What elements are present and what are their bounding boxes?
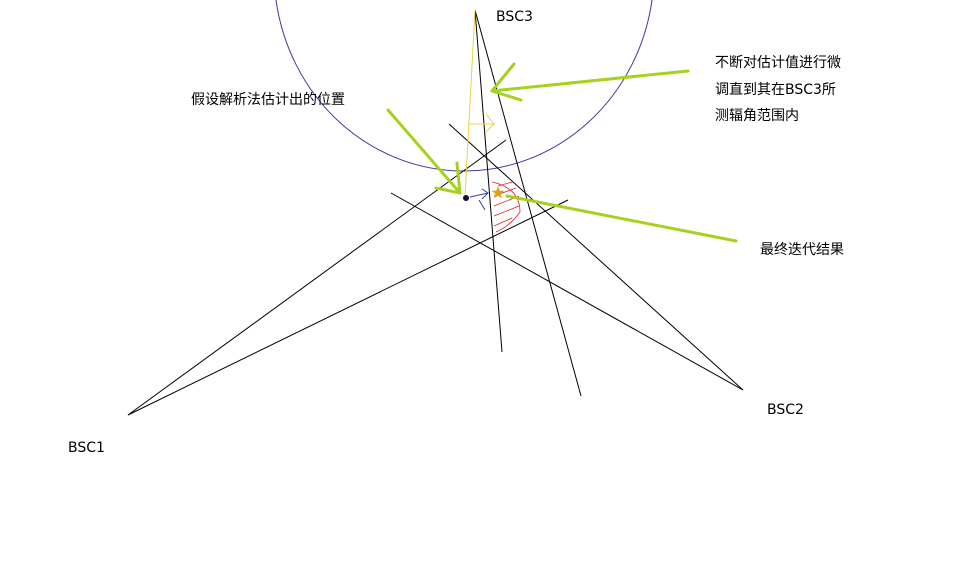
final-result-star bbox=[491, 186, 505, 199]
adjust-annotation-line1: 不断对估计值进行微 bbox=[715, 55, 841, 71]
adjust-annotation-line2: 调直到其在BSC3所 bbox=[715, 81, 836, 98]
bsc2-bearing-lines bbox=[390, 123, 744, 391]
bsc3-label: BSC3 bbox=[496, 9, 533, 25]
bsc2-bearing-line-lower bbox=[390, 192, 744, 391]
bsc2-label: BSC2 bbox=[767, 402, 804, 418]
iteration-path bbox=[464, 9, 496, 197]
bsc3-range-circle bbox=[275, 0, 653, 172]
bsc1-bearing-line-lower bbox=[127, 199, 569, 416]
assumed-position-point bbox=[463, 195, 469, 201]
adjustment-arrows bbox=[469, 188, 489, 211]
bsc1-bearing-lines bbox=[127, 139, 569, 416]
adjustment-arrow bbox=[490, 69, 690, 93]
adjust-annotation-line3: 测辐角范围内 bbox=[715, 107, 799, 124]
bsc3-bearing-line-right bbox=[474, 9, 582, 397]
final-result-annotation: 最终迭代结果 bbox=[760, 242, 844, 258]
assumed-position-arrow bbox=[386, 108, 462, 195]
bsc3-bearing-line-left bbox=[474, 9, 503, 353]
final-result-arrow bbox=[505, 194, 738, 243]
bsc3-bearing-lines bbox=[474, 9, 582, 397]
assumed-position-annotation: 假设解析法估计出的位置 bbox=[191, 92, 345, 108]
callout-arrows bbox=[386, 62, 738, 243]
hatched-intersection-region bbox=[491, 181, 521, 233]
bsc2-bearing-line-upper bbox=[448, 123, 744, 391]
bsc1-bearing-line-upper bbox=[127, 139, 507, 416]
bsc1-label: BSC1 bbox=[68, 440, 105, 456]
